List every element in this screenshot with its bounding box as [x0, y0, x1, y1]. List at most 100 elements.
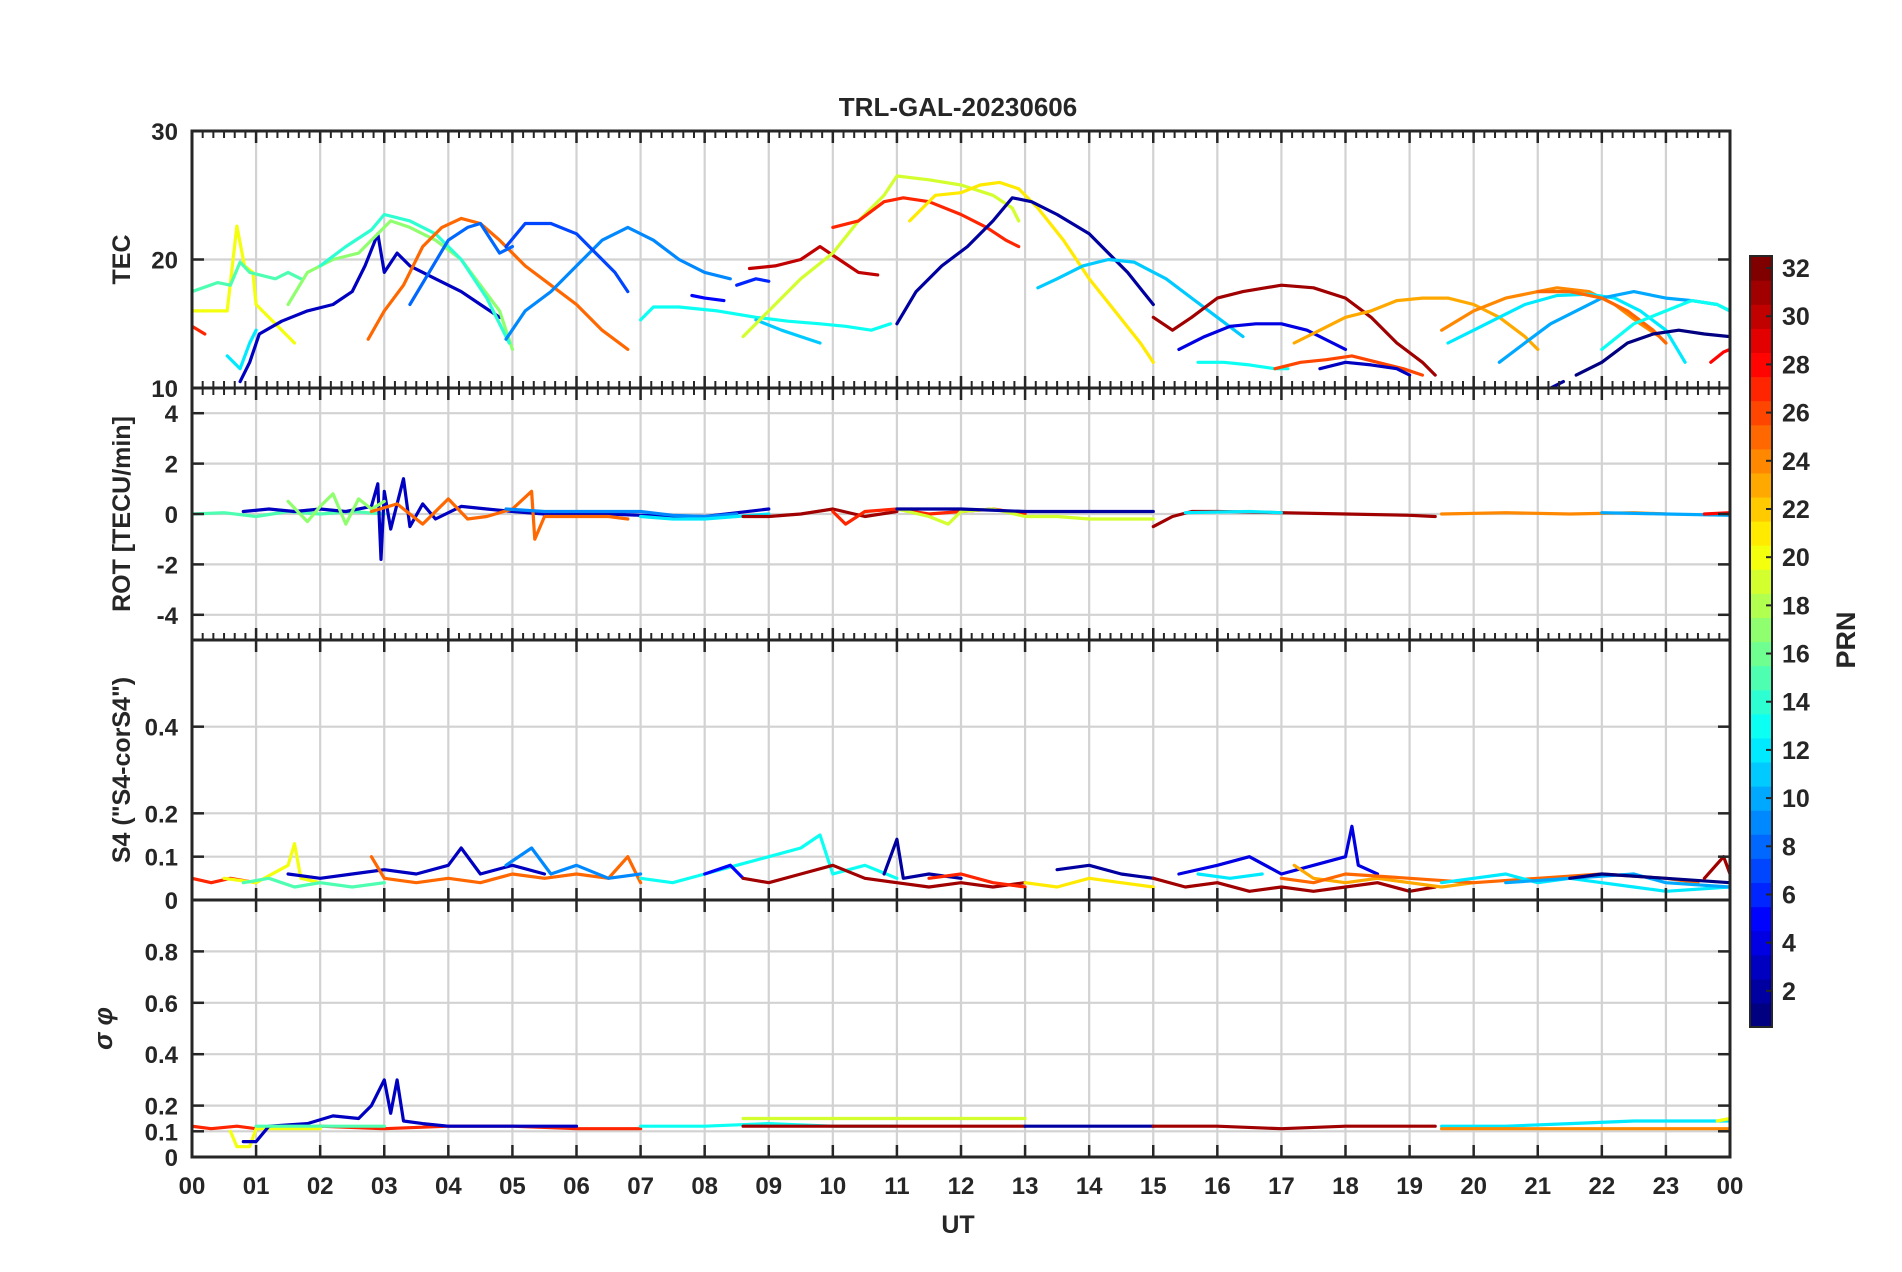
colorbar-swatch: [1750, 882, 1772, 908]
y-tick-label: 0.4: [145, 1042, 179, 1069]
series-line-prn-9: [504, 225, 732, 341]
colorbar-tick-label: 14: [1782, 689, 1810, 717]
series-line-prn-23: [1292, 863, 1476, 889]
x-axis-label: UT: [941, 1211, 974, 1239]
x-ticks: [190, 131, 1732, 388]
y-tick-label: 0.4: [145, 715, 179, 742]
colorbar-swatch: [1750, 737, 1772, 763]
series-line-prn-1: [1574, 328, 1730, 377]
x-ticks: [190, 900, 1732, 1157]
x-tick-label: 23: [1653, 1173, 1680, 1200]
colorbar-swatch: [1750, 496, 1772, 522]
series-line-prn-7: [504, 221, 630, 294]
colorbar-frame: [1749, 255, 1773, 1028]
y-axis-label: ROT [TECU/min]: [108, 416, 136, 612]
series-line-prn-12: [1183, 509, 1283, 515]
series-line-prn-30: [747, 245, 880, 277]
y-tick-label: 20: [151, 248, 178, 275]
y-tick-label: 10: [151, 376, 178, 403]
series-line-prn-27: [192, 324, 207, 336]
series-line-prn-19: [741, 174, 1021, 339]
panel-series: [192, 477, 1730, 561]
series-line-prn-8: [408, 221, 514, 307]
series-line-prn-26: [1273, 354, 1424, 377]
series-line-prn-14: [318, 212, 511, 345]
x-tick-label: 19: [1396, 1173, 1423, 1200]
series-line-prn-17: [286, 492, 386, 526]
colorbar-swatch: [1750, 569, 1772, 594]
series-line-prn-31: [1151, 283, 1437, 377]
colorbar-swatch: [1750, 400, 1772, 426]
series-line-prn-2: [1055, 863, 1155, 880]
series-line-prn-5: [690, 293, 726, 303]
panel-2: -4 -2 0 2 4 ROT [TECU/min]: [108, 386, 1732, 642]
y-tick-label: 4: [165, 401, 179, 428]
x-tick-label: 09: [755, 1173, 782, 1200]
colorbar-tick-label: 12: [1782, 737, 1810, 765]
x-tick-label: 05: [499, 1173, 526, 1200]
colorbar-swatch: [1750, 593, 1772, 619]
y-tick-label: 0: [165, 502, 178, 529]
y-tick-label: 0.2: [145, 1094, 178, 1121]
panel-3: 0 0.1 0.2 0.4 S4 ("S4-corS4"): [108, 638, 1732, 915]
x-tick-label: 16: [1204, 1173, 1231, 1200]
x-tick-label: 17: [1268, 1173, 1295, 1200]
colorbar-tick-label: 22: [1782, 496, 1810, 524]
colorbar-swatch: [1750, 713, 1772, 739]
x-ticks: [190, 388, 1732, 640]
x-tick-label: 07: [627, 1173, 654, 1200]
x-tick-label: 15: [1140, 1173, 1167, 1200]
series-line-prn-20: [1715, 1116, 1730, 1123]
colorbar-swatch: [1750, 761, 1772, 787]
x-tick-label: 18: [1332, 1173, 1359, 1200]
series-line-prn-12: [225, 328, 258, 371]
series-line-prn-12: [1440, 1119, 1730, 1128]
colorbar-swatch: [1750, 472, 1772, 498]
panel-grid: [192, 640, 1730, 900]
series-line-prn-28: [1709, 347, 1730, 364]
series-line-prn-13: [639, 305, 893, 332]
colorbar-tick-label: 2: [1782, 978, 1796, 1006]
colorbar-swatch: [1750, 328, 1772, 353]
figure-title: TRL-GAL-20230606: [839, 92, 1077, 122]
colorbar-swatch: [1750, 617, 1772, 643]
y-tick-label: 0: [165, 888, 178, 915]
x-tick-label: 20: [1460, 1173, 1487, 1200]
colorbar-tick-label: 30: [1782, 303, 1810, 331]
series-line-prn-31: [741, 507, 899, 519]
y-tick-label: 0: [165, 1145, 178, 1172]
y-axis-label: TEC: [108, 235, 136, 285]
panel-grid: [192, 131, 1730, 388]
colorbar-swatch: [1750, 954, 1772, 980]
series-line-prn-10: [1504, 872, 1730, 889]
series-line-prn-31: [1151, 1124, 1437, 1131]
colorbar-tick-label: 18: [1782, 592, 1810, 620]
x-tick-label: 04: [435, 1173, 462, 1200]
x-tick-label: 06: [563, 1173, 590, 1200]
x-tick-label: 03: [371, 1173, 398, 1200]
x-tick-label: 00: [179, 1173, 206, 1200]
y-tick-label: 30: [151, 119, 178, 146]
colorbar-tick-label: 6: [1782, 881, 1796, 909]
colorbar-swatch: [1750, 352, 1772, 378]
series-line-prn-21: [1023, 876, 1155, 889]
panel-4: 00.10.2 0.4 0.6 0.8 σ φ 00 01 02 03 04 05 06 07 08 09 1…: [88, 898, 1743, 1200]
x-tick-label: 10: [819, 1173, 846, 1200]
colorbar-swatch: [1750, 834, 1772, 859]
series-line-prn-11: [1036, 257, 1245, 339]
series-line-prn-3: [286, 846, 547, 880]
x-tick-label: 22: [1588, 1173, 1615, 1200]
panel-1: 10 20 30 TEC: [108, 119, 1732, 403]
colorbar-swatch: [1750, 786, 1772, 811]
series-line-prn-1: [1568, 872, 1730, 885]
colorbar-swatch: [1750, 978, 1772, 1004]
series-line-prn-6: [735, 277, 771, 287]
x-tick-label: 08: [691, 1173, 718, 1200]
colorbar-swatch: [1750, 641, 1772, 667]
series-line-prn-31: [1151, 876, 1437, 893]
series-line-prn-13: [639, 833, 899, 885]
y-axis-label: S4 ("S4-corS4"): [108, 677, 136, 863]
colorbar-tick-label: 4: [1782, 930, 1796, 958]
